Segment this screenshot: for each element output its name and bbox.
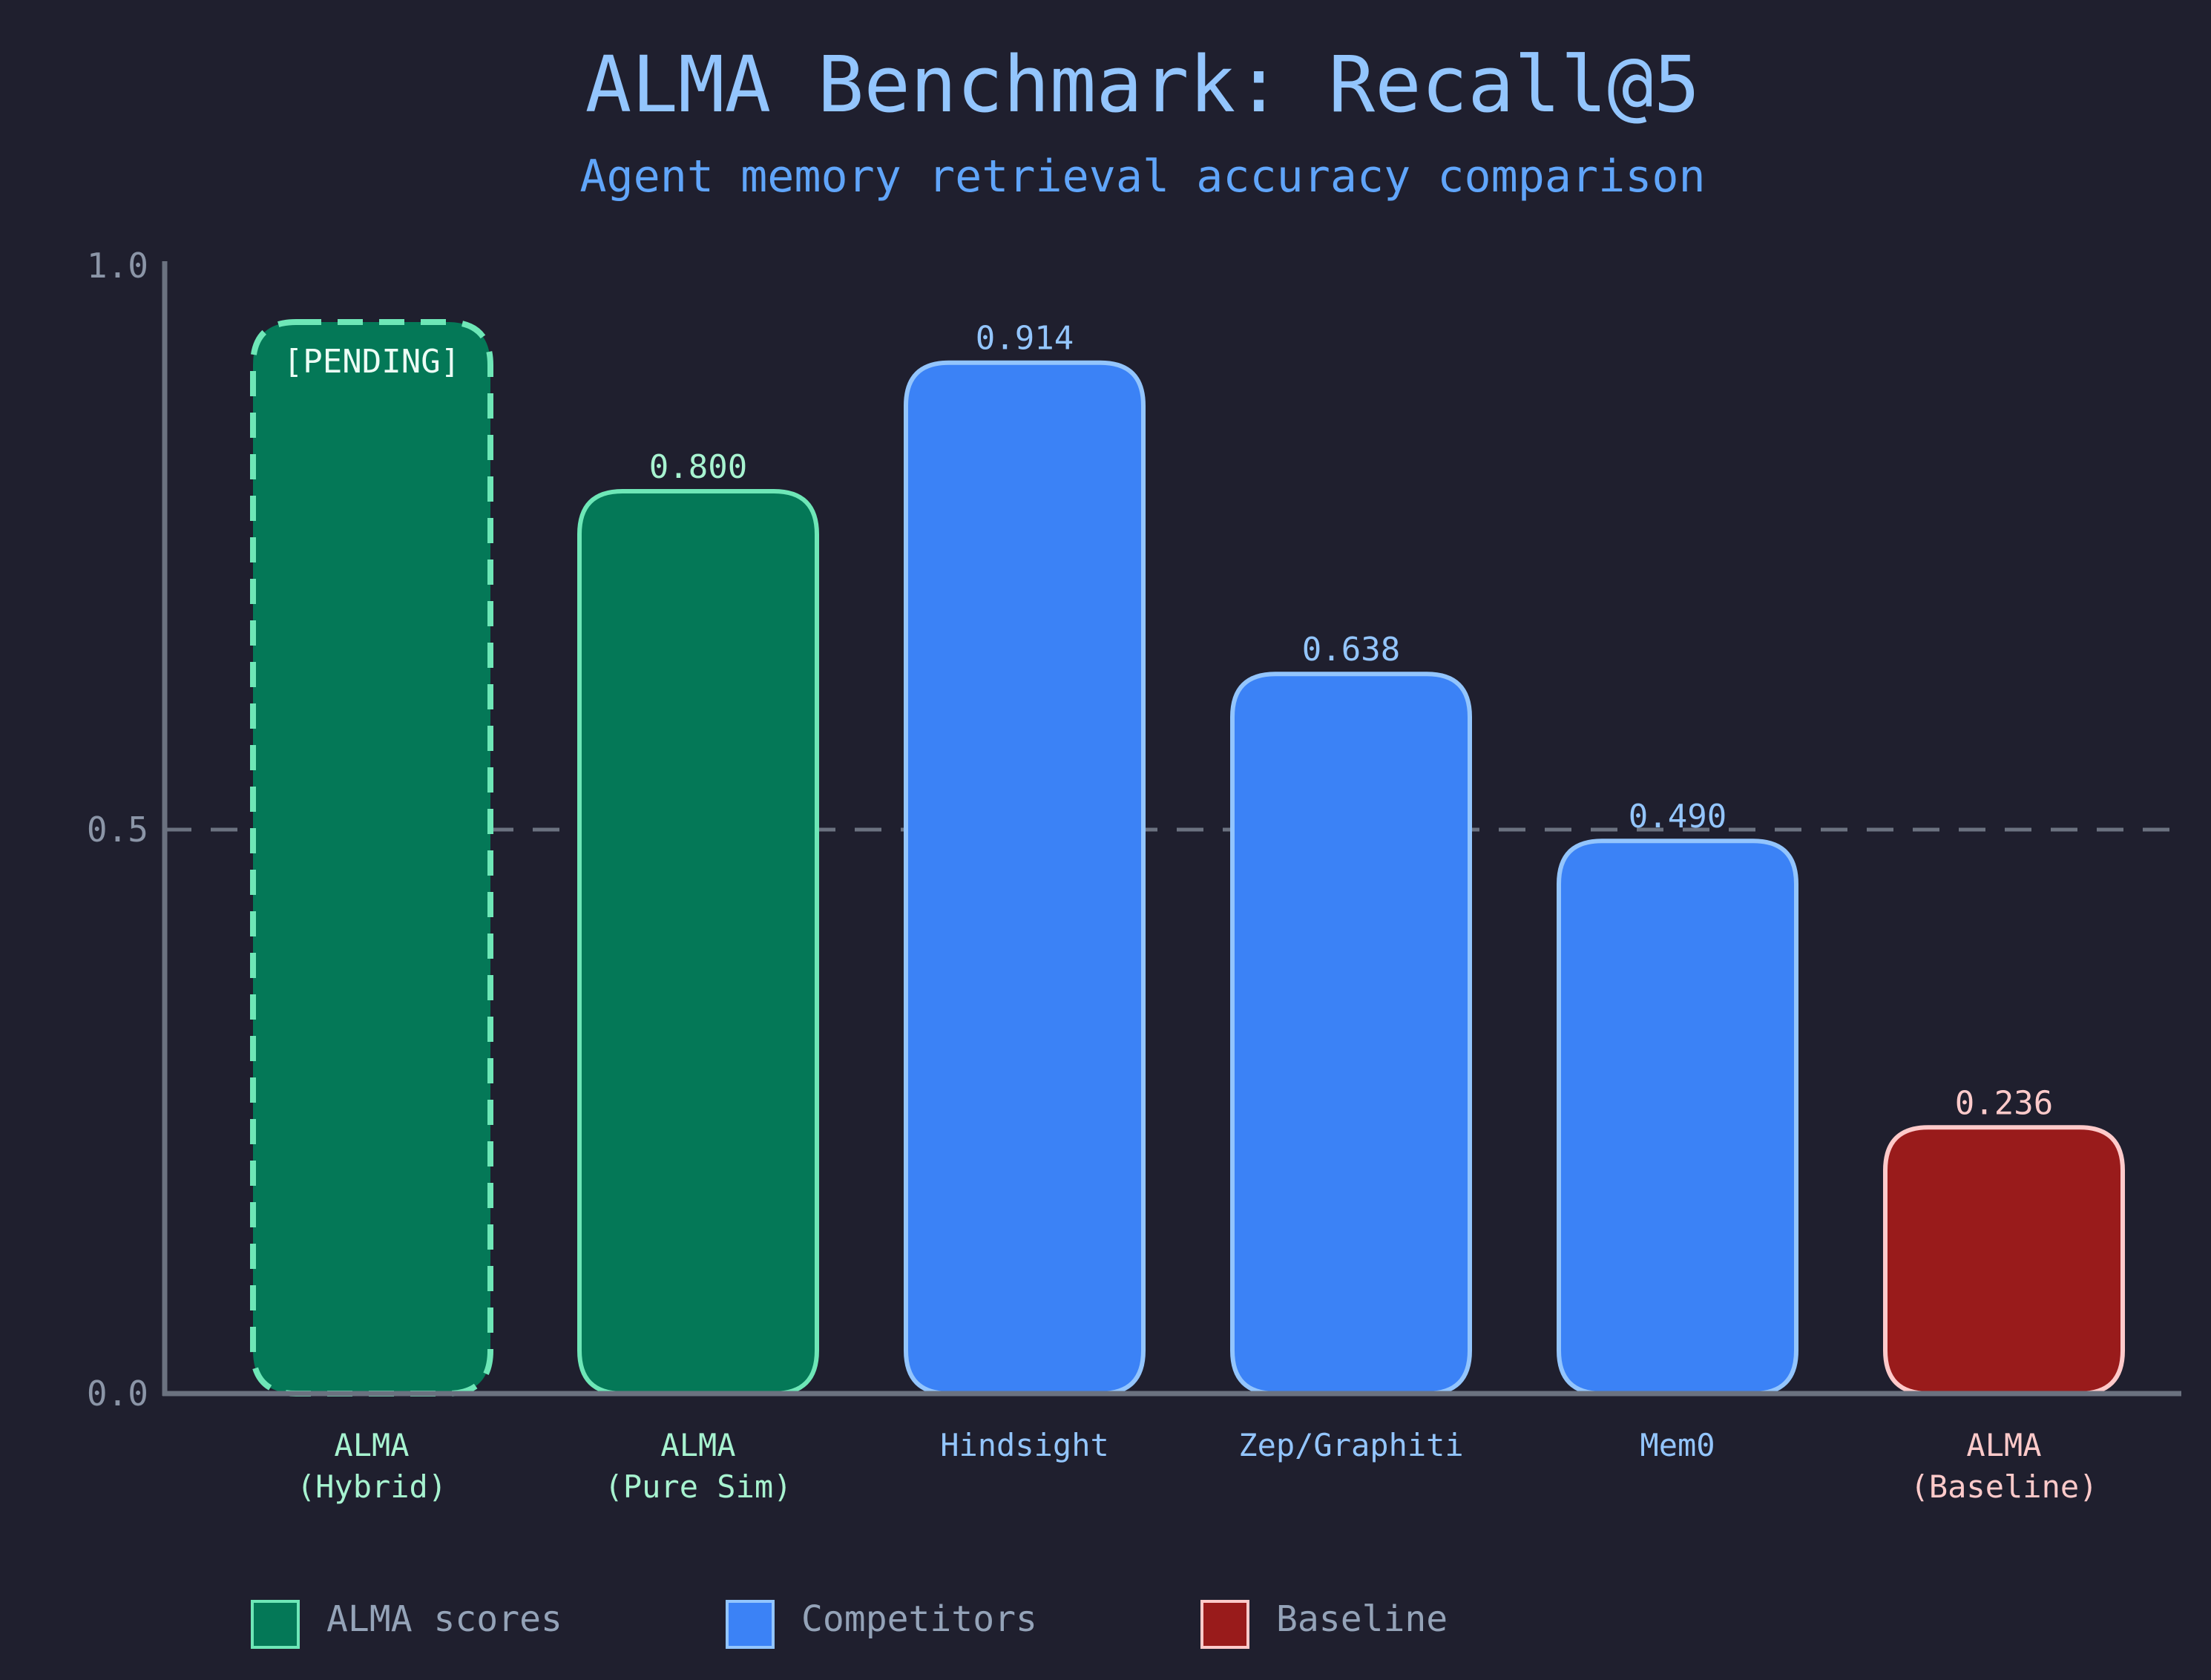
labels-layer: [PENDING] ALMA (Hybrid) 0.800 ALMA (Pure Sim)… bbox=[283, 320, 2098, 1505]
legend-label: Competitors bbox=[801, 1598, 1037, 1640]
bar bbox=[1557, 839, 1798, 1396]
bar bbox=[1883, 1125, 2125, 1396]
legend-label: Baseline bbox=[1276, 1598, 1448, 1640]
category-label: Hindsight bbox=[940, 1427, 1109, 1463]
category-label-line2: (Pure Sim) bbox=[605, 1469, 792, 1505]
category-label: ALMA bbox=[1966, 1427, 2041, 1463]
bar bbox=[250, 319, 493, 1397]
pending-label: [PENDING] bbox=[283, 343, 460, 381]
bars-layer bbox=[250, 319, 2125, 1397]
y-tick-label: 1.0 bbox=[87, 246, 148, 286]
chart-subtitle: Agent memory retrieval accuracy comparis… bbox=[579, 151, 1705, 203]
legend-swatch bbox=[1200, 1600, 1249, 1649]
chart-title: ALMA Benchmark: Recall@5 bbox=[585, 39, 1701, 130]
category-label: Zep/Graphiti bbox=[1238, 1427, 1463, 1463]
bar bbox=[1230, 672, 1472, 1396]
category-label: ALMA bbox=[660, 1427, 735, 1463]
bar bbox=[577, 489, 819, 1396]
legend-swatch bbox=[251, 1600, 300, 1649]
value-label: 0.800 bbox=[649, 448, 747, 486]
legend-swatch bbox=[726, 1600, 775, 1649]
bar bbox=[904, 360, 1146, 1396]
category-label: Mem0 bbox=[1640, 1427, 1715, 1463]
value-label: 0.914 bbox=[976, 320, 1074, 358]
value-label: 0.638 bbox=[1302, 631, 1400, 669]
legend-label: ALMA scores bbox=[326, 1598, 562, 1640]
y-tick-label: 0.5 bbox=[87, 810, 148, 850]
axis-layer: 0.0 0.5 1.0 bbox=[87, 246, 2181, 1414]
value-label: 0.236 bbox=[1955, 1084, 2053, 1122]
category-label-line2: (Hybrid) bbox=[297, 1469, 447, 1505]
category-label-line2: (Baseline) bbox=[1911, 1469, 2098, 1505]
y-tick-label: 0.0 bbox=[87, 1374, 148, 1414]
category-label: ALMA bbox=[334, 1427, 409, 1463]
legend: ALMA scores Competitors Baseline bbox=[251, 1598, 1448, 1649]
value-label: 0.490 bbox=[1629, 798, 1727, 836]
